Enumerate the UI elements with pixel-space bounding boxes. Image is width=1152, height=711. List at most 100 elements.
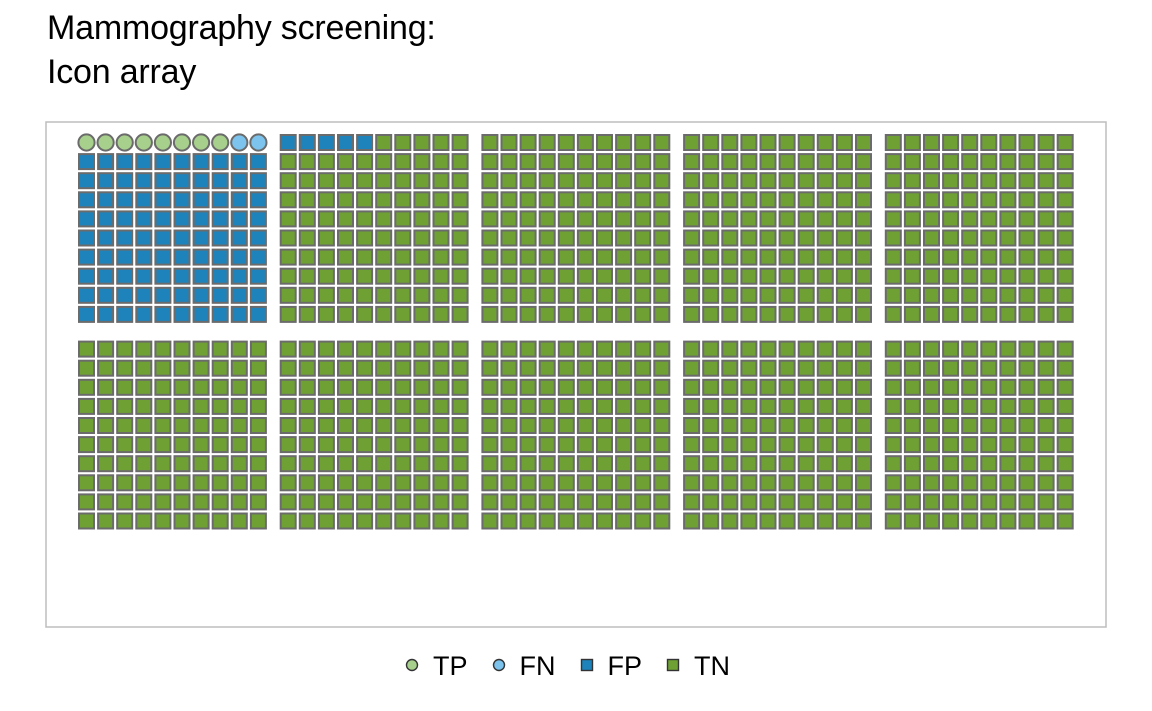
- icon-tn: [298, 455, 316, 473]
- icon-tn: [451, 267, 469, 285]
- icon-fp: [211, 248, 229, 266]
- icon-tn: [116, 493, 134, 511]
- icon-tp: [192, 133, 211, 152]
- icon-tn: [740, 493, 758, 511]
- icon-tn: [942, 286, 960, 304]
- icon-fp: [356, 134, 374, 151]
- icon-tn: [481, 191, 499, 209]
- legend-key-tp: [405, 658, 419, 672]
- icon-tn: [855, 286, 872, 304]
- icon-tn: [634, 248, 652, 266]
- icon-tn: [576, 378, 594, 396]
- icon-tn: [884, 210, 902, 228]
- legend-label-fn: FN: [519, 651, 556, 681]
- icon-tn: [356, 229, 374, 247]
- icon-tn: [835, 191, 853, 209]
- icon-tn: [778, 210, 796, 228]
- icon-tn: [394, 229, 412, 247]
- icon-tn: [980, 359, 998, 377]
- icon-tn: [903, 286, 921, 304]
- icon-tn: [797, 210, 815, 228]
- icon-tn: [778, 305, 796, 323]
- icon-fp: [116, 191, 134, 209]
- icon-tn: [999, 153, 1017, 171]
- icon-tn: [337, 172, 354, 190]
- icon-tn: [980, 210, 998, 228]
- icon-fp: [116, 172, 134, 190]
- icon-tn: [999, 455, 1017, 473]
- icon-tn: [557, 286, 575, 304]
- icon-tn: [615, 172, 633, 190]
- icon-tn: [375, 191, 393, 209]
- icon-tn: [683, 191, 701, 209]
- icon-tn: [740, 210, 758, 228]
- icon-tn: [835, 248, 853, 266]
- icon-fp: [192, 172, 210, 190]
- icon-tn: [923, 248, 940, 266]
- icon-fp: [173, 153, 191, 171]
- chart-title-line-1: Mammography screening:: [47, 9, 436, 47]
- icon-tn: [154, 455, 172, 473]
- icon-tn: [778, 134, 796, 151]
- icon-tn: [356, 474, 374, 492]
- icon-tn: [740, 153, 758, 171]
- icon-tn: [759, 153, 777, 171]
- icon-tn: [230, 493, 248, 511]
- icon-tn: [481, 474, 499, 492]
- icon-tn: [942, 340, 960, 358]
- icon-tn: [538, 378, 556, 396]
- icon-tn: [721, 248, 739, 266]
- icon-tn: [317, 210, 335, 228]
- icon-tn: [759, 210, 777, 228]
- icon-tn: [432, 455, 450, 473]
- icon-tn: [432, 134, 450, 151]
- icon-tn: [481, 248, 499, 266]
- icon-tn: [942, 474, 960, 492]
- icon-tn: [249, 493, 267, 511]
- icon-tn: [432, 417, 450, 434]
- icon-tn: [596, 417, 613, 434]
- icon-tn: [835, 436, 853, 454]
- icon-tn: [173, 417, 191, 434]
- icon-tn: [97, 397, 115, 415]
- icon-tn: [596, 134, 613, 151]
- icon-tn: [923, 359, 940, 377]
- icon-fp: [173, 305, 191, 323]
- icon-tn: [576, 134, 594, 151]
- icon-tn: [740, 474, 758, 492]
- icon-tn: [481, 286, 499, 304]
- icon-tn: [683, 493, 701, 511]
- icon-tn: [596, 229, 613, 247]
- icon-tn: [249, 378, 267, 396]
- icon-tn: [279, 474, 297, 492]
- icon-fp: [192, 267, 210, 285]
- icon-tn: [279, 229, 297, 247]
- icon-tn: [1037, 474, 1055, 492]
- icon-tn: [317, 493, 335, 511]
- icon-tn: [615, 474, 633, 492]
- icon-tn: [778, 248, 796, 266]
- icon-tn: [230, 340, 248, 358]
- icon-fp: [173, 191, 191, 209]
- icon-tn: [97, 455, 115, 473]
- icon-tn: [298, 229, 316, 247]
- icon-tn: [394, 191, 412, 209]
- icon-fp: [249, 248, 267, 266]
- icon-tn: [1018, 340, 1036, 358]
- icon-tn: [337, 267, 354, 285]
- icon-tn: [538, 210, 556, 228]
- icon-tn: [884, 397, 902, 415]
- icon-tn: [634, 359, 652, 377]
- icon-tn: [279, 210, 297, 228]
- icon-tn: [500, 359, 518, 377]
- icon-tn: [1018, 248, 1036, 266]
- icon-tn: [557, 134, 575, 151]
- icon-tn: [557, 229, 575, 247]
- icon-tn: [683, 436, 701, 454]
- icon-tn: [816, 359, 834, 377]
- icon-tn: [538, 286, 556, 304]
- icon-tn: [173, 512, 191, 530]
- icon-tn: [192, 512, 210, 530]
- icon-tn: [923, 378, 940, 396]
- icon-tn: [1037, 134, 1055, 151]
